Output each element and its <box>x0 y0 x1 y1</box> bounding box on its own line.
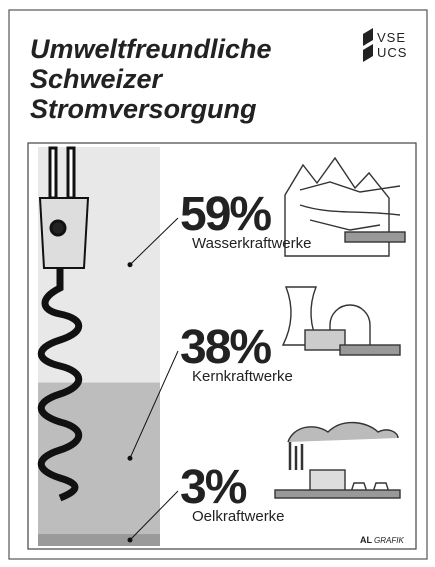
series-name: Oelkraftwerke <box>192 508 285 525</box>
series-name: Kernkraftwerke <box>192 368 293 385</box>
title-line: Umweltfreundliche <box>30 34 272 64</box>
title-line: Stromversorgung <box>30 94 257 124</box>
infographic: Umweltfreundliche Schweizer Stromversorg… <box>0 0 435 567</box>
bar-segment <box>38 534 160 546</box>
title-line: Schweizer <box>30 64 164 94</box>
value-label: 3% <box>180 461 247 514</box>
series-name: Wasserkraftwerke <box>192 235 311 252</box>
logo-text: VSE <box>377 30 406 45</box>
bar-segment <box>38 382 160 534</box>
credit-text: AL <box>360 535 372 545</box>
credit: AL GRAFIK <box>360 535 404 545</box>
credit-text: GRAFIK <box>374 536 404 545</box>
value-label: 59% <box>180 188 271 241</box>
value-label: 38% <box>180 321 271 374</box>
logo-text: UCS <box>377 45 407 60</box>
